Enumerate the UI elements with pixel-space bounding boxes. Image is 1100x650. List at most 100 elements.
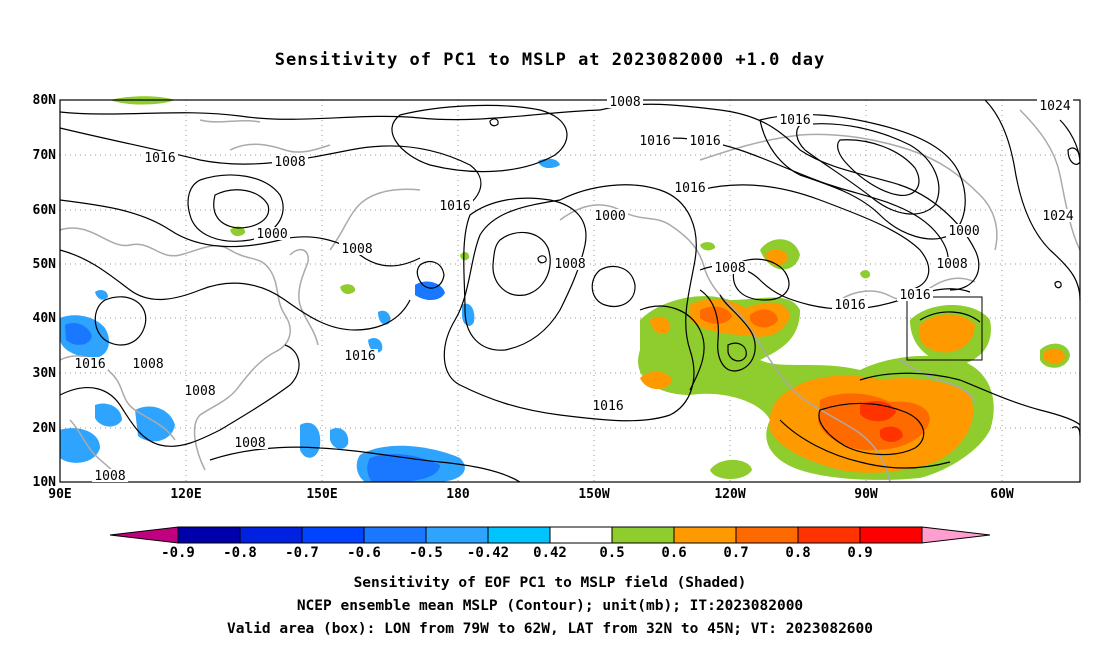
colorbar-swatch [301, 526, 365, 544]
contour-label: 1016 [674, 181, 705, 196]
contour-label-bg [92, 469, 128, 482]
contour-label-bg [590, 399, 626, 412]
contour-label: 1016 [344, 349, 375, 364]
contour-label: 1000 [948, 224, 979, 239]
contour-label: 1000 [256, 227, 287, 242]
contour-labels: 1008 1016 1000 1016 1008 1016 1016 1000 1008 1024… [72, 95, 1076, 484]
colorbar-tick-label: 0.9 [847, 545, 872, 561]
contour-label: 1024 [1042, 209, 1073, 224]
latitude-axis: 80N 70N 60N 50N 40N 30N 20N 10N [33, 93, 57, 490]
contour-label-bg [687, 134, 723, 147]
colorbar-swatch [611, 526, 675, 544]
contour-label-bg [607, 95, 643, 108]
contour-label: 1008 [274, 155, 305, 170]
colorbar-tick-label: 0.42 [533, 545, 567, 561]
colorbar-tick-label: 0.8 [785, 545, 810, 561]
lon-tick-label: 180 [446, 487, 470, 502]
contour-label-bg [339, 242, 375, 255]
lat-tick-label: 40N [33, 311, 57, 326]
footer-line-3: Valid area (box): LON from 79W to 62W, L… [226, 621, 873, 637]
contour-label: 1016 [834, 298, 865, 313]
colorbar-swatch [673, 526, 737, 544]
contour-label: 1016 [899, 288, 930, 303]
contour-label: 1008 [714, 261, 745, 276]
colorbar-labels: -0.9 -0.8 -0.7 -0.6 -0.5 -0.42 0.42 0.5 0.6 0.7 0.… [161, 545, 873, 561]
colorbar-swatch [425, 526, 489, 544]
lat-tick-label: 10N [33, 475, 57, 490]
contour-label-bg [897, 288, 933, 301]
contour-label: 1008 [341, 242, 372, 257]
colorbar-swatch [487, 526, 551, 544]
lon-tick-label: 150W [578, 487, 609, 502]
colorbar-swatch [859, 526, 923, 544]
colorbar-tick-label: -0.5 [409, 545, 443, 561]
contour-label-bg [934, 257, 970, 270]
colorbar-tick-label: -0.9 [161, 545, 195, 561]
colorbar-tick-label: 0.6 [661, 545, 686, 561]
lon-tick-label: 90W [854, 487, 878, 502]
contour-label-bg [672, 181, 708, 194]
colorbar-swatch [735, 526, 799, 544]
colorbar-tick-label: -0.7 [285, 545, 319, 561]
colorbar-tick-label: -0.42 [467, 545, 509, 561]
negative-sensitivity-shading [60, 158, 560, 482]
lon-tick-label: 120E [170, 487, 201, 502]
contour-label: 1008 [132, 357, 163, 372]
contour-label-bg [1040, 209, 1076, 222]
lat-tick-label: 70N [33, 148, 57, 163]
contour-label: 1008 [184, 384, 215, 399]
lon-tick-label: 120W [714, 487, 745, 502]
colorbar-swatch [797, 526, 861, 544]
contour-label-bg [637, 134, 673, 147]
contour-label: 1008 [936, 257, 967, 272]
contour-label: 1016 [144, 151, 175, 166]
coastlines [59, 109, 1081, 483]
contour-label-bg [437, 199, 473, 212]
contour-label-bg [777, 113, 813, 126]
colorbar-swatch [177, 526, 241, 544]
contour-label-bg [832, 298, 868, 311]
colorbar-swatch [239, 526, 303, 544]
contour-label: 1016 [439, 199, 470, 214]
contour-label: 1016 [592, 399, 623, 414]
contour-label: 1008 [94, 469, 125, 484]
contour-label: 1008 [609, 95, 640, 110]
chart-title: Sensitivity of PC1 to MSLP at 2023082000… [274, 50, 826, 70]
colorbar-swatch [549, 526, 613, 544]
contour-label: 1016 [689, 134, 720, 149]
colorbar-tick-label: 0.7 [723, 545, 748, 561]
colorbar-tick-label: 0.5 [599, 545, 624, 561]
lon-tick-label: 150E [306, 487, 337, 502]
contour-label: 1008 [554, 257, 585, 272]
contour-label-bg [130, 357, 166, 370]
contour-label-bg [592, 209, 628, 222]
lat-tick-label: 50N [33, 257, 57, 272]
contour-label-bg [1037, 99, 1073, 112]
contour-label-bg [232, 436, 268, 449]
footer-line-2: NCEP ensemble mean MSLP (Contour); unit(… [296, 598, 804, 614]
contour-label-bg [142, 151, 178, 164]
colorbar-swatch [363, 526, 427, 544]
valid-area-box [906, 296, 983, 361]
colorbar-max-arrow [921, 526, 991, 544]
contour-label-bg [946, 224, 982, 237]
lon-tick-label: 90E [48, 487, 71, 502]
lon-tick-label: 60W [990, 487, 1014, 502]
contour-label-bg [552, 257, 588, 270]
contour-label: 1016 [639, 134, 670, 149]
contour-label-bg [72, 357, 108, 370]
contour-label-bg [342, 349, 378, 362]
contour-label-bg [712, 261, 748, 274]
longitude-axis: 90E 120E 150E 180 150W 120W 90W 60W [48, 487, 1014, 502]
contour-label: 1000 [594, 209, 625, 224]
lat-tick-label: 60N [33, 203, 57, 218]
contour-label: 1008 [234, 436, 265, 451]
contour-label-bg [254, 227, 290, 240]
contour-label: 1016 [779, 113, 810, 128]
colorbar-tick-label: -0.6 [347, 545, 381, 561]
contour-label-bg [182, 384, 218, 397]
lat-tick-label: 30N [33, 366, 57, 381]
colorbar-tick-label: -0.8 [223, 545, 257, 561]
lat-tick-label: 20N [33, 421, 57, 436]
